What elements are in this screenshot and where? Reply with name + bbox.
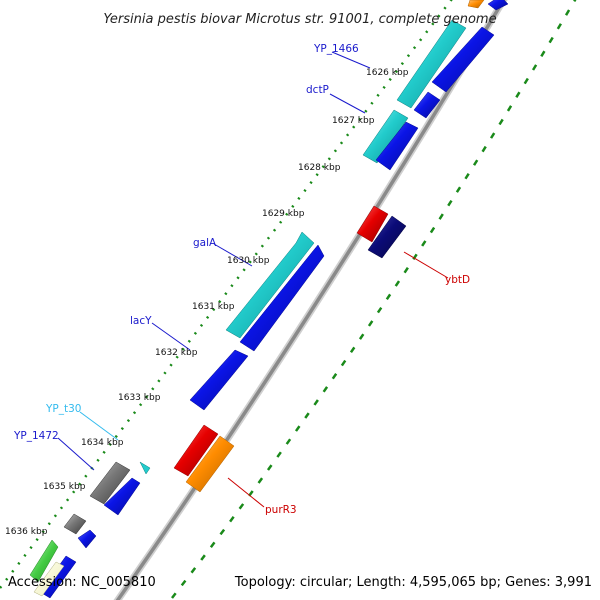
accession-text: Accession: NC_005810 xyxy=(8,575,156,590)
gene-label-YP_t30[interactable]: YP_t30 xyxy=(45,403,81,415)
gene-blue-1467-arrow[interactable] xyxy=(413,91,441,119)
gene-ybtD-red-arrow[interactable] xyxy=(356,205,389,243)
gene-blue-1471-arrow[interactable] xyxy=(189,349,249,411)
gene-label-YP_1472[interactable]: YP_1472 xyxy=(13,430,59,442)
tick-label: 1633 kbp xyxy=(118,393,161,403)
ruler-labels: 1626 kbp 1627 kbp 1628 kbp 1629 kbp 1630… xyxy=(5,68,409,537)
label-leaders xyxy=(57,51,449,508)
gene-orange-top-arrow[interactable] xyxy=(467,0,485,9)
gene-label-galA[interactable]: galA xyxy=(193,237,217,249)
tick-label: 1627 kbp xyxy=(332,116,375,126)
gene-blue-1473-arrow[interactable] xyxy=(103,477,141,516)
inner-side-genes xyxy=(173,205,407,493)
gene-labels: YP_1466 dctP galA lacY YP_t30 YP_1472 yb… xyxy=(13,43,470,516)
gene-galA-arrow[interactable] xyxy=(225,231,315,339)
tick-label: 1634 kbp xyxy=(81,438,124,448)
gene-blue-1474-arrow[interactable] xyxy=(77,529,97,549)
gene-small-gray-arrow[interactable] xyxy=(63,513,87,535)
gene-label-YP_1466[interactable]: YP_1466 xyxy=(313,43,359,55)
tick-label: 1636 kbp xyxy=(5,527,48,537)
gene-ybtD-arrow[interactable] xyxy=(367,215,407,259)
map-title: Yersinia pestis biovar Microtus str. 910… xyxy=(103,12,496,27)
tick-label: 1635 kbp xyxy=(43,482,86,492)
tick-label: 1626 kbp xyxy=(366,68,409,78)
tick-label: 1631 kbp xyxy=(192,302,235,312)
gene-YP_1472-arrow[interactable] xyxy=(89,461,131,505)
gene-cream-arrow[interactable] xyxy=(33,561,65,597)
gene-green-arrow[interactable] xyxy=(29,539,59,583)
gene-label-ybtD[interactable]: ybtD xyxy=(445,274,470,286)
gene-lacY-arrow[interactable] xyxy=(239,244,325,352)
gc-skew-dashed-line xyxy=(171,0,577,599)
gene-blue-1468-arrow[interactable] xyxy=(375,121,419,171)
ruler-dotted-line xyxy=(0,0,453,589)
topology-text: Topology: circular; Length: 4,595,065 bp… xyxy=(234,575,592,590)
gene-YP_t30-marker[interactable] xyxy=(139,461,151,475)
gene-label-dctP[interactable]: dctP xyxy=(306,84,329,96)
gene-dctP-arrow[interactable] xyxy=(362,109,409,164)
backbone xyxy=(113,0,508,600)
tick-label: 1630 kbp xyxy=(227,256,270,266)
gene-purR3-red-arrow[interactable] xyxy=(173,424,219,477)
tick-label: 1629 kbp xyxy=(262,209,305,219)
tick-label: 1628 kbp xyxy=(298,163,341,173)
gene-purR3-arrow[interactable] xyxy=(185,435,235,493)
gene-label-lacY[interactable]: lacY xyxy=(130,315,152,327)
gene-blue-1465-arrow[interactable] xyxy=(431,26,495,93)
gene-label-purR3[interactable]: purR3 xyxy=(265,504,297,516)
tick-label: 1632 kbp xyxy=(155,348,198,358)
forward-strand-genes xyxy=(29,0,485,583)
reverse-strand-genes xyxy=(33,0,509,599)
gene-blue-top-arrow[interactable] xyxy=(487,0,509,11)
gene-YP_1466-arrow[interactable] xyxy=(396,19,467,109)
